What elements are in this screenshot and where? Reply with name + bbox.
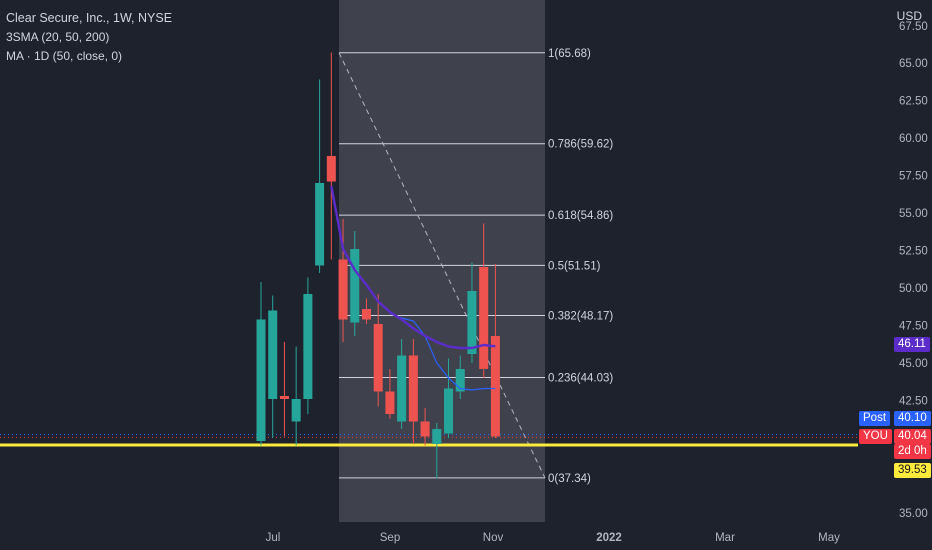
y-axis-tick-label: 42.50: [899, 396, 928, 408]
fib-level-label: 0.236(44.03): [548, 373, 613, 385]
post-label-tag: Post: [859, 411, 891, 426]
candle-body[interactable]: [420, 421, 430, 437]
y-axis-tick-label: 35.00: [899, 508, 928, 520]
x-axis-tick-label: Mar: [715, 532, 735, 544]
fib-level-label: 0.618(54.86): [548, 210, 613, 222]
candle-body[interactable]: [291, 399, 301, 422]
sma-20-line: [330, 185, 496, 350]
symbol-title[interactable]: Clear Secure, Inc., 1W, NYSE: [6, 11, 173, 25]
fib-level-label: 0.786(59.62): [548, 139, 613, 151]
y-axis-tick-label: 57.50: [899, 171, 928, 183]
post-price-tag: 40.10: [894, 411, 931, 426]
candle-body[interactable]: [385, 391, 395, 415]
y-axis-tick-label: 60.00: [899, 133, 928, 145]
indicator-ma-label[interactable]: MA · 1D (50, close, 0): [6, 49, 123, 63]
fib-level-label: 0.382(48.17): [548, 310, 613, 322]
candle-body[interactable]: [397, 355, 407, 422]
indicator-sma-label[interactable]: 3SMA (20, 50, 200): [6, 30, 110, 44]
fib-retracement-background: [339, 0, 545, 522]
x-axis-tick-label: Nov: [483, 532, 504, 544]
y-axis-tick-label: 65.00: [899, 58, 928, 70]
chart-legend: Clear Secure, Inc., 1W, NYSE 3SMA (20, 5…: [6, 9, 172, 66]
candle-body[interactable]: [361, 309, 371, 320]
you-label-tag: YOU: [859, 429, 892, 444]
candle-body[interactable]: [279, 396, 289, 399]
candle-body[interactable]: [338, 259, 348, 320]
candle-body[interactable]: [455, 369, 465, 392]
last-price-tag: 40.04: [894, 429, 931, 444]
fib-level-label: 0.5(51.51): [548, 260, 601, 272]
ma-1d-line: [389, 312, 496, 391]
candle-body[interactable]: [350, 249, 360, 323]
bar-countdown-tag: 2d 0h: [894, 444, 931, 459]
candle-body[interactable]: [490, 336, 500, 437]
y-axis-tick-label: 52.50: [899, 246, 928, 258]
candle-body[interactable]: [444, 388, 454, 434]
y-axis-tick-label: 50.00: [899, 283, 928, 295]
fib-level-label: 0(37.34): [548, 473, 591, 485]
candle-body[interactable]: [256, 319, 266, 442]
candle-body[interactable]: [268, 310, 278, 400]
candle-body[interactable]: [315, 183, 325, 266]
y-axis-tick-label: 45.00: [899, 358, 928, 370]
y-axis-tick-label: 47.50: [899, 321, 928, 333]
fib-level-label: 1(65.68): [548, 48, 591, 60]
sma-price-tag: 46.11: [894, 337, 930, 352]
candle-body[interactable]: [373, 324, 383, 392]
fib-trend-line[interactable]: [338, 52, 546, 479]
candle-body[interactable]: [432, 429, 442, 444]
y-axis-tick-label: 55.00: [899, 208, 928, 220]
horizontal-line-price-tag: 39.53: [894, 463, 931, 478]
candle-body[interactable]: [479, 267, 489, 369]
x-axis-tick-label: Jul: [266, 532, 281, 544]
y-axis-tick-label: 62.50: [899, 96, 928, 108]
x-axis-tick-label: Sep: [380, 532, 400, 544]
y-axis-tick-label: 67.50: [899, 21, 928, 33]
currency-label[interactable]: USD: [896, 9, 922, 23]
x-axis-tick-label: May: [818, 532, 840, 544]
candle-body[interactable]: [408, 355, 418, 422]
x-axis-tick-label: 2022: [596, 532, 622, 544]
candle-body[interactable]: [467, 291, 477, 354]
candle-body[interactable]: [303, 294, 313, 399]
candle-body[interactable]: [326, 156, 336, 182]
